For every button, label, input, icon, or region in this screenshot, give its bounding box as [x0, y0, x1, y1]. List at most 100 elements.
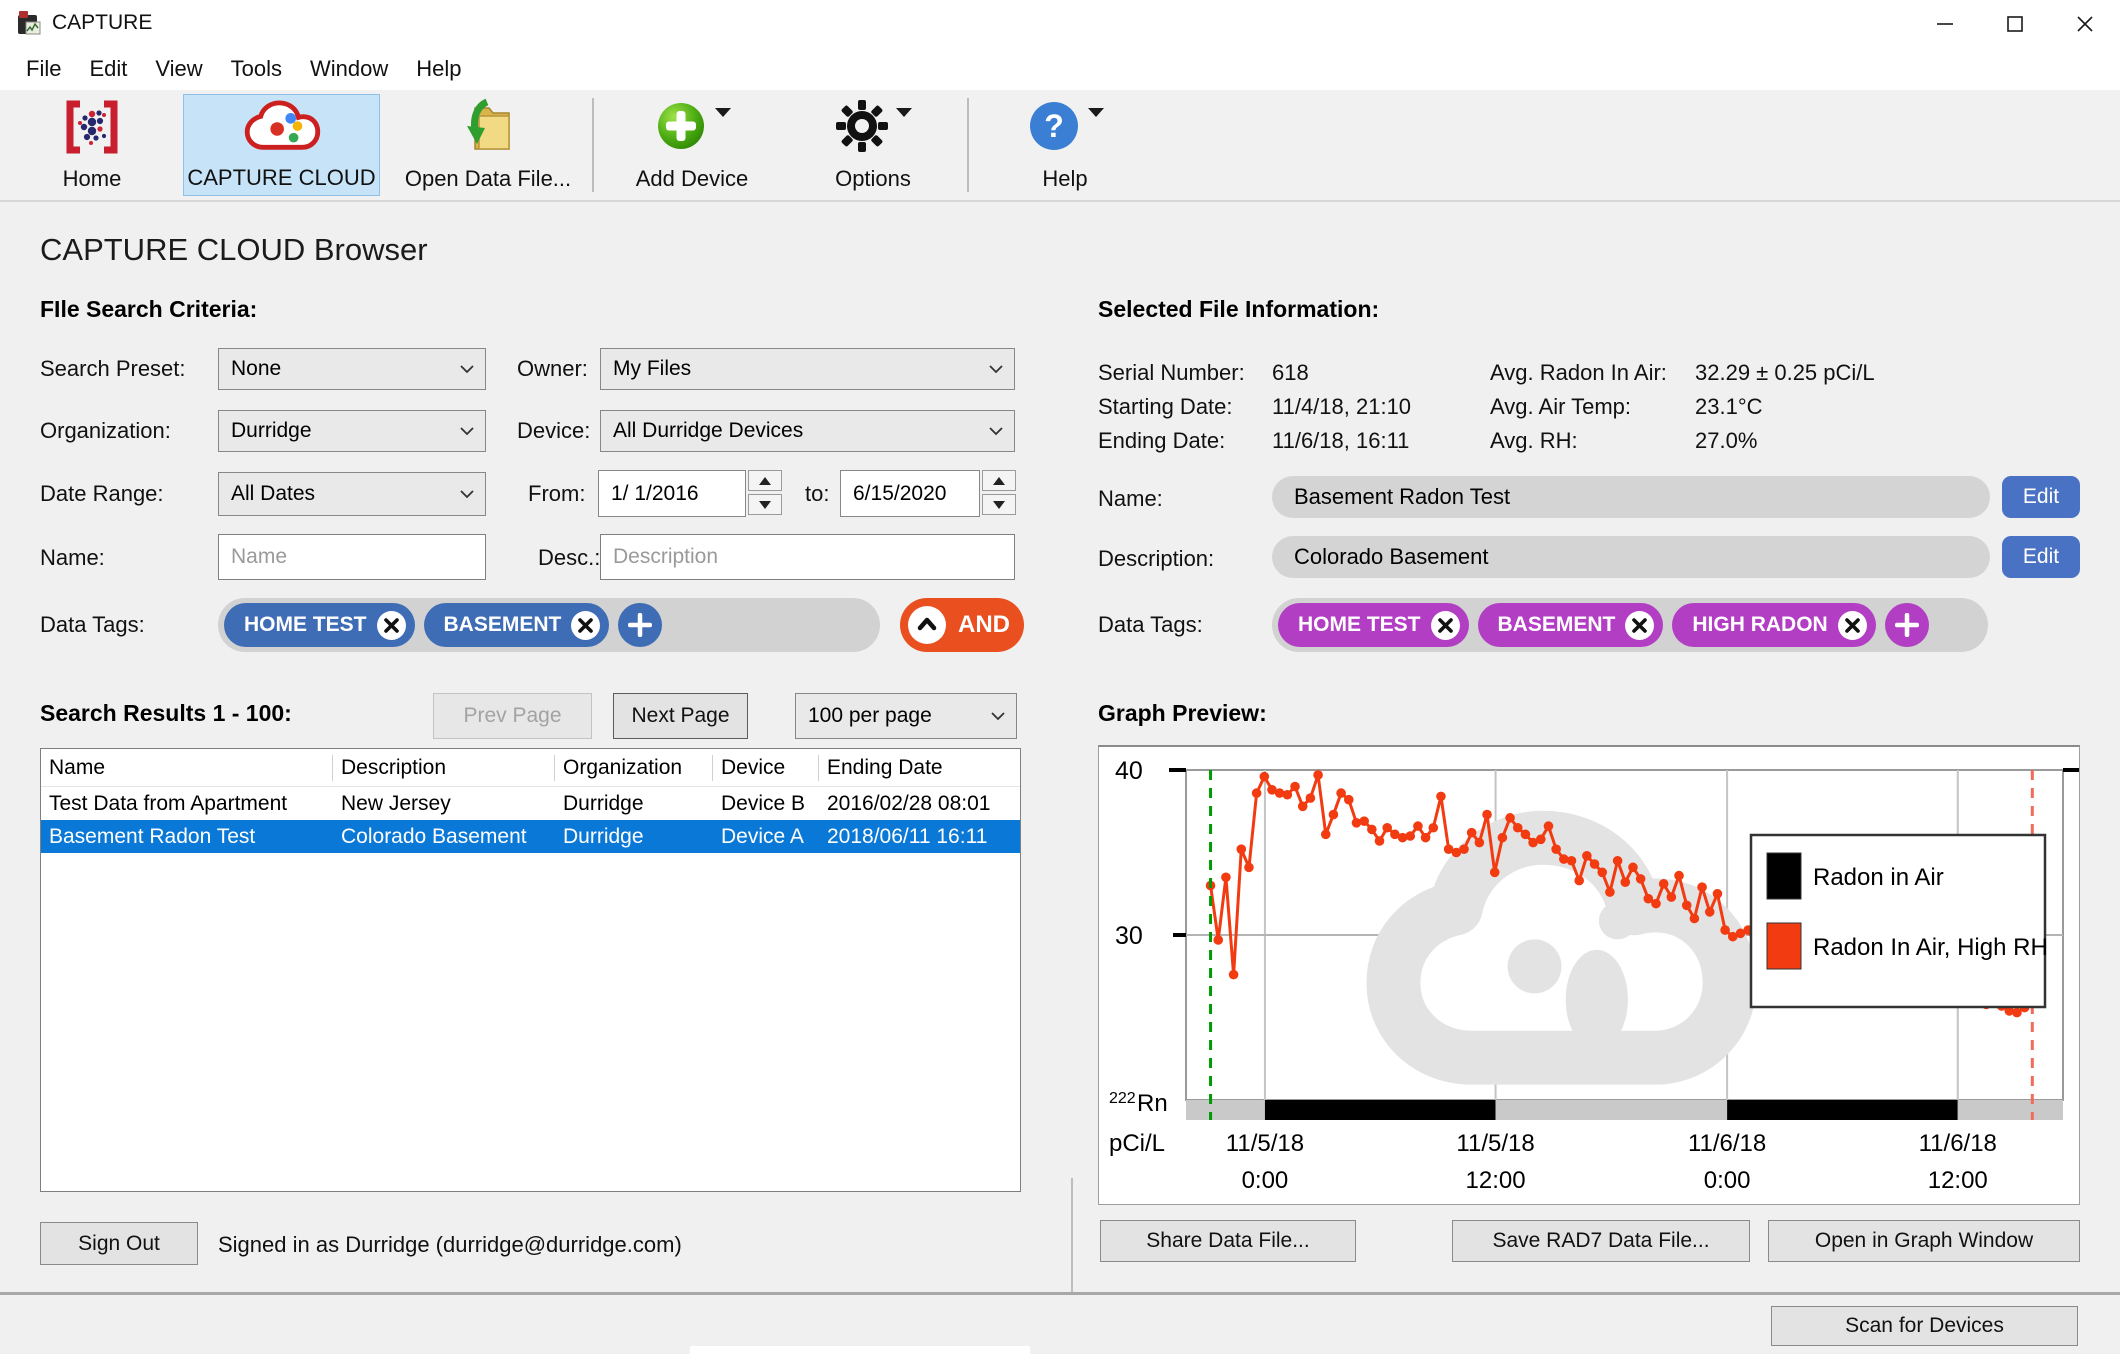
to-date-spin-down[interactable]	[982, 494, 1016, 515]
organization-value: Durridge	[231, 419, 312, 442]
tag-pill: HOME TEST	[1278, 603, 1469, 647]
remove-tag-icon[interactable]	[570, 610, 601, 641]
from-date-spin-down[interactable]	[748, 494, 782, 515]
to-date-value: 6/15/2020	[853, 481, 947, 505]
tag-label: HIGH RADON	[1692, 613, 1828, 636]
end-date-value: 11/6/18, 16:11	[1272, 428, 1410, 453]
table-row[interactable]: Test Data from Apartment New Jersey Durr…	[49, 791, 991, 815]
column-header-name[interactable]: Name	[41, 754, 333, 781]
toolbar-help-button[interactable]: ? Help	[1005, 94, 1125, 196]
toolbar: Home CAPTURE CLOUD	[0, 90, 2120, 202]
start-date-value: 11/4/18, 21:10	[1272, 394, 1412, 419]
save-rad7-data-file-button[interactable]: Save RAD7 Data File...	[1452, 1220, 1750, 1262]
toolbar-add-device-label: Add Device	[635, 166, 749, 191]
from-date-value: 1/ 1/2016	[611, 481, 699, 505]
column-header-description[interactable]: Description	[333, 754, 555, 781]
menu-view[interactable]: View	[155, 56, 203, 81]
search-tags-container: HOME TEST BASEMENT	[218, 598, 880, 652]
add-tag-icon[interactable]	[618, 603, 663, 647]
device-dropdown[interactable]: All Durridge Devices	[600, 410, 1015, 452]
chevron-down-icon	[989, 365, 1003, 374]
menu-window[interactable]: Window	[310, 56, 389, 81]
toolbar-open-file-button[interactable]: Open Data File...	[390, 94, 586, 196]
menu-help[interactable]: Help	[416, 56, 462, 81]
menu-file[interactable]: File	[26, 56, 62, 81]
signed-in-status: Signed in as Durridge (durridge@durridge…	[218, 1232, 682, 1257]
data-tags-label: Data Tags:	[40, 612, 145, 637]
owner-dropdown[interactable]: My Files	[600, 348, 1015, 390]
file-tags-container: HOME TEST BASEMENT HIGH RADON	[1272, 598, 1988, 652]
add-device-dropdown-caret[interactable]	[715, 108, 731, 117]
preset-dropdown[interactable]: None	[218, 348, 486, 390]
menu-edit[interactable]: Edit	[89, 56, 128, 81]
table-row-selected[interactable]: Basement Radon Test Colorado Basement Du…	[41, 820, 1020, 853]
svg-text:pCi/L: pCi/L	[1109, 1130, 1165, 1157]
remove-tag-icon[interactable]	[1430, 610, 1461, 641]
from-date-picker[interactable]: 1/ 1/2016	[598, 470, 782, 517]
next-page-button[interactable]: Next Page	[613, 693, 748, 739]
svg-text:11/6/18: 11/6/18	[1688, 1130, 1766, 1157]
prev-page-button[interactable]: Prev Page	[433, 693, 592, 739]
name-search-input[interactable]	[218, 534, 486, 580]
toolbar-add-device-button[interactable]: Add Device	[606, 94, 778, 196]
tag-pill: BASEMENT	[1477, 603, 1664, 647]
svg-text:11/6/18: 11/6/18	[1919, 1130, 1997, 1157]
daterange-dropdown[interactable]: All Dates	[218, 472, 486, 516]
toolbar-separator	[967, 98, 969, 192]
menu-bar: File Edit View Tools Window Help	[0, 48, 2120, 90]
add-tag-icon[interactable]	[1884, 603, 1929, 647]
toolbar-home-button[interactable]: Home	[42, 94, 142, 196]
per-page-value: 100 per page	[808, 704, 932, 727]
from-date-spin-up[interactable]	[748, 470, 782, 491]
close-button[interactable]	[2050, 0, 2120, 48]
svg-text:30: 30	[1115, 922, 1143, 950]
share-data-file-button[interactable]: Share Data File...	[1100, 1220, 1356, 1262]
options-dropdown-caret[interactable]	[896, 108, 912, 117]
svg-text:12:00: 12:00	[1466, 1167, 1526, 1194]
tag-logic-and-button[interactable]: AND	[900, 598, 1024, 652]
radon-chart: Radon in Air Radon In Air, High RH 40 30 11/…	[1109, 757, 2079, 1194]
graph-preview-heading: Graph Preview:	[1098, 700, 1267, 726]
remove-tag-icon[interactable]	[1837, 610, 1868, 641]
edit-description-button[interactable]: Edit	[2002, 536, 2080, 578]
column-header-organization[interactable]: Organization	[555, 754, 713, 781]
open-in-graph-window-button[interactable]: Open in Graph Window	[1768, 1220, 2080, 1262]
help-icon: ?	[1026, 98, 1082, 159]
remove-tag-icon[interactable]	[376, 610, 407, 641]
minimize-button[interactable]	[1910, 0, 1980, 48]
per-page-dropdown[interactable]: 100 per page	[795, 693, 1017, 739]
and-label: AND	[958, 611, 1010, 638]
svg-text:Radon in Air: Radon in Air	[1813, 864, 1944, 891]
organization-dropdown[interactable]: Durridge	[218, 410, 486, 452]
to-date-picker[interactable]: 6/15/2020	[840, 470, 1016, 517]
preset-value: None	[231, 357, 282, 380]
description-search-input[interactable]	[600, 534, 1015, 580]
toolbar-capture-cloud-button[interactable]: CAPTURE CLOUD	[183, 94, 380, 196]
tag-pill: HIGH RADON	[1672, 603, 1876, 647]
serial-label: Serial Number:	[1098, 360, 1245, 385]
help-dropdown-caret[interactable]	[1088, 108, 1104, 117]
toolbar-options-button[interactable]: Options	[795, 94, 951, 196]
menu-tools[interactable]: Tools	[230, 56, 283, 81]
column-header-device[interactable]: Device	[713, 754, 819, 781]
scan-for-devices-button[interactable]: Scan for Devices	[1771, 1306, 2078, 1346]
graph-preview[interactable]: Radon in Air Radon In Air, High RH 40 30 11/…	[1098, 745, 2080, 1205]
edit-name-button[interactable]: Edit	[2002, 476, 2080, 518]
owner-value: My Files	[613, 357, 692, 380]
home-icon	[62, 98, 122, 161]
file-tags-label: Data Tags:	[1098, 612, 1203, 637]
sign-out-button[interactable]: Sign Out	[40, 1222, 198, 1265]
chevron-down-icon	[989, 427, 1003, 436]
file-name-label: Name:	[1098, 486, 1163, 511]
file-info-heading: Selected File Information:	[1098, 296, 1380, 322]
page-title: CAPTURE CLOUD Browser	[40, 232, 428, 267]
tag-pill: HOME TEST	[224, 603, 415, 647]
remove-tag-icon[interactable]	[1624, 610, 1655, 641]
column-header-ending-date[interactable]: Ending Date	[827, 755, 943, 779]
svg-text:Rn: Rn	[1137, 1090, 1168, 1117]
tag-label: BASEMENT	[1497, 613, 1616, 636]
daterange-label: Date Range:	[40, 481, 164, 506]
to-date-spin-up[interactable]	[982, 470, 1016, 491]
maximize-button[interactable]	[1980, 0, 2050, 48]
name-label: Name:	[40, 545, 105, 570]
